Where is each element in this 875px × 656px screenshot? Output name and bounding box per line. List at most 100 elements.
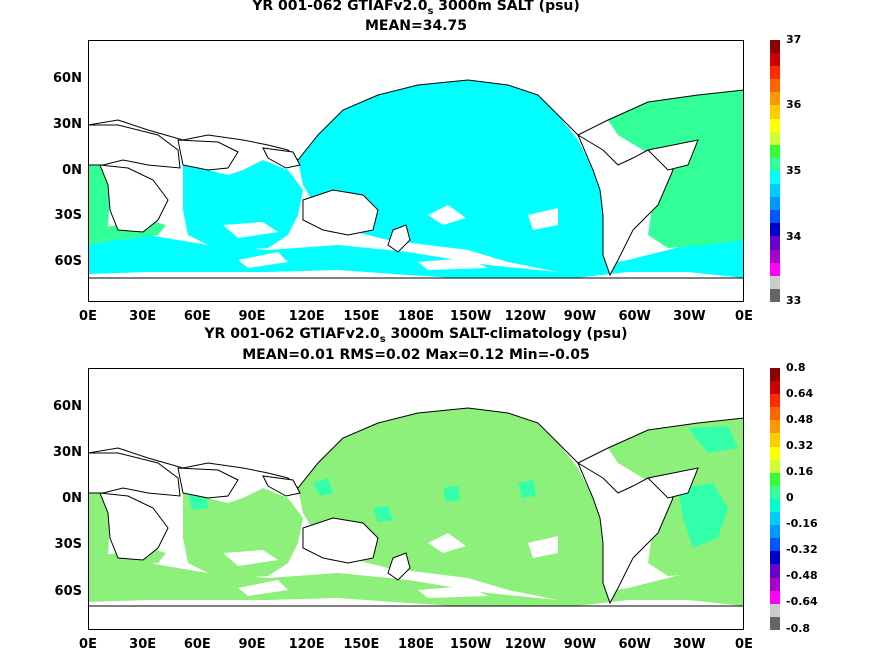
lon-label: 150W xyxy=(449,637,492,652)
colorbar-segment xyxy=(770,394,780,408)
colorbar-segment xyxy=(770,446,780,460)
panel1-title: YR 001-062 GTIAFv2.0s 3000m SALT (psu) xyxy=(252,0,580,17)
colorbar-label: 37 xyxy=(786,33,802,46)
lon-label: 0E xyxy=(79,637,97,652)
colorbar-label: 0.16 xyxy=(786,465,814,478)
lon-label: 120E xyxy=(288,637,325,652)
land xyxy=(88,368,744,630)
colorbar-segment xyxy=(770,538,780,552)
colorbar-label: 36 xyxy=(786,98,802,111)
colorbar-label: 33 xyxy=(786,294,802,307)
colorbar-segment xyxy=(770,118,780,132)
colorbar-segment xyxy=(770,577,780,591)
colorbar-label: 0.32 xyxy=(786,439,814,452)
lon-label: 0E xyxy=(79,309,97,324)
colorbar-segment xyxy=(770,590,780,604)
lon-label: 60E xyxy=(183,309,211,324)
colorbar-segment xyxy=(770,249,780,263)
colorbar-label: 0 xyxy=(786,491,794,504)
colorbar-segment xyxy=(770,498,780,513)
colorbar-segment xyxy=(770,40,780,54)
lon-label: 90W xyxy=(563,637,597,652)
lon-label: 30E xyxy=(129,637,157,652)
lon-label: 90E xyxy=(238,309,266,324)
lon-label: 60W xyxy=(618,309,651,324)
atlantic-ocean xyxy=(608,90,744,248)
lat-label: 30N xyxy=(53,117,82,132)
colorbar-segment xyxy=(770,53,780,67)
lat-label: 30S xyxy=(54,537,82,552)
lon-label: 150E xyxy=(343,637,380,652)
colorbar-segment xyxy=(770,79,780,93)
lon-label: 180E xyxy=(397,309,435,324)
land xyxy=(88,40,744,302)
salt-map-panel xyxy=(88,40,744,302)
colorbar-segment xyxy=(770,616,780,630)
colorbar-label: 0.48 xyxy=(786,413,814,426)
colorbar-label: -0.48 xyxy=(786,569,818,582)
lat-label: 60N xyxy=(53,399,82,414)
lon-label: 90E xyxy=(238,637,266,652)
lon-label: 30W xyxy=(673,309,706,324)
lat-label: 30N xyxy=(53,445,82,460)
colorbar-segment xyxy=(770,368,780,382)
colorbar-segment xyxy=(770,197,780,211)
colorbar-label: -0.64 xyxy=(786,595,818,608)
lon-label: 0E xyxy=(735,637,753,652)
colorbar-segment xyxy=(770,144,780,158)
colorbar-segment xyxy=(770,420,780,434)
lon-label: 120W xyxy=(504,637,547,652)
lon-label: 60W xyxy=(618,637,651,652)
lat-label: 30S xyxy=(54,208,82,223)
lat-label: 60N xyxy=(53,71,82,86)
indian-ocean xyxy=(183,160,303,250)
salt-colorbar xyxy=(770,40,780,302)
colorbar-segment xyxy=(770,433,780,447)
colorbar-segment xyxy=(770,472,780,486)
southern-ocean xyxy=(88,235,744,280)
lon-label: 150E xyxy=(343,309,380,324)
colorbar-segment xyxy=(770,485,780,499)
lon-label: 120W xyxy=(504,309,547,324)
colorbar-segment xyxy=(770,603,780,617)
colorbar-segment xyxy=(770,223,780,237)
colorbar-segment xyxy=(770,210,780,224)
lon-label: 120E xyxy=(288,309,325,324)
lat-label: 0N xyxy=(62,163,82,178)
colorbar-segment xyxy=(770,170,780,185)
lat-label: 0N xyxy=(62,491,82,506)
colorbar-segment xyxy=(770,236,780,250)
colorbar-segment xyxy=(770,184,780,198)
colorbar-segment xyxy=(770,275,780,289)
colorbar-label: -0.32 xyxy=(786,543,818,556)
indian-ocean xyxy=(183,488,303,578)
colorbar-segment xyxy=(770,262,780,276)
colorbar-segment xyxy=(770,551,780,565)
colorbar-label: 0.64 xyxy=(786,387,814,400)
colorbar-segment xyxy=(770,66,780,80)
lon-label: 60E xyxy=(183,637,211,652)
anomaly-map xyxy=(88,368,744,630)
colorbar-segment xyxy=(770,525,780,539)
colorbar-label: 35 xyxy=(786,164,802,177)
anomaly-colorbar xyxy=(770,368,780,630)
colorbar-segment xyxy=(770,105,780,119)
lon-label: 0E xyxy=(735,309,753,324)
salt-map xyxy=(88,40,744,302)
lon-label: 150W xyxy=(449,309,492,324)
panel2-title: YR 001-062 GTIAFv2.0s 3000m SALT-climato… xyxy=(204,326,628,345)
southern-ocean xyxy=(88,563,744,608)
lat-label: 60S xyxy=(54,254,82,269)
colorbar-label: -0.16 xyxy=(786,517,818,530)
colorbar-label: 34 xyxy=(786,230,802,243)
lon-label: 180E xyxy=(397,637,435,652)
anomaly-map-panel xyxy=(88,368,744,630)
colorbar-segment xyxy=(770,288,780,302)
colorbar-segment xyxy=(770,92,780,106)
colorbar-label: -0.8 xyxy=(786,622,811,635)
colorbar-segment xyxy=(770,157,780,171)
colorbar-label: 0.8 xyxy=(786,361,806,374)
colorbar-segment xyxy=(770,459,780,473)
colorbar-segment xyxy=(770,407,780,421)
colorbar-segment xyxy=(770,564,780,578)
